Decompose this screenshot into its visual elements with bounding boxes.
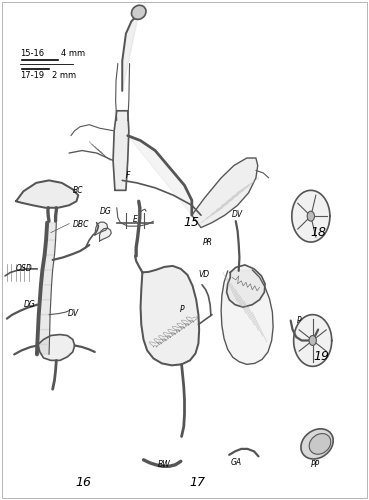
- Polygon shape: [122, 14, 139, 91]
- Text: P: P: [180, 305, 185, 314]
- Text: F: F: [126, 171, 130, 180]
- Polygon shape: [136, 202, 140, 256]
- Polygon shape: [45, 240, 56, 255]
- Polygon shape: [38, 314, 50, 330]
- Ellipse shape: [309, 434, 331, 454]
- Text: 17-19: 17-19: [20, 70, 44, 80]
- Text: 18: 18: [310, 226, 326, 239]
- Polygon shape: [37, 344, 49, 354]
- Text: DBC: DBC: [73, 220, 89, 228]
- Polygon shape: [100, 228, 111, 241]
- Text: DV: DV: [231, 210, 242, 218]
- Polygon shape: [113, 111, 129, 190]
- Text: E: E: [132, 214, 137, 224]
- Text: PR: PR: [203, 238, 213, 247]
- Ellipse shape: [301, 429, 333, 459]
- Polygon shape: [227, 265, 265, 307]
- Text: PP: PP: [311, 460, 320, 469]
- Polygon shape: [41, 270, 53, 285]
- Text: 16: 16: [76, 476, 92, 489]
- Polygon shape: [292, 190, 330, 242]
- Polygon shape: [16, 180, 78, 208]
- Text: 15: 15: [184, 216, 200, 229]
- Text: DG: DG: [100, 206, 112, 216]
- Polygon shape: [40, 285, 52, 300]
- Text: 19: 19: [314, 350, 330, 364]
- Polygon shape: [192, 158, 258, 228]
- Polygon shape: [221, 270, 273, 364]
- Circle shape: [307, 211, 314, 221]
- Polygon shape: [46, 222, 56, 240]
- Text: BW: BW: [158, 460, 171, 469]
- Text: DV: DV: [67, 309, 79, 318]
- Polygon shape: [128, 136, 192, 215]
- Polygon shape: [141, 266, 199, 366]
- Text: 4 mm: 4 mm: [61, 48, 85, 58]
- Text: BC: BC: [73, 186, 83, 195]
- Text: 17: 17: [189, 476, 205, 489]
- Polygon shape: [42, 255, 55, 270]
- Polygon shape: [37, 330, 50, 344]
- Polygon shape: [39, 300, 51, 314]
- Polygon shape: [95, 222, 108, 235]
- Text: P: P: [297, 316, 302, 325]
- Text: 15-16: 15-16: [20, 48, 44, 58]
- Polygon shape: [294, 314, 332, 366]
- Text: GA: GA: [230, 458, 241, 468]
- Text: OSD: OSD: [15, 264, 32, 274]
- Circle shape: [309, 336, 316, 345]
- Polygon shape: [38, 334, 75, 360]
- Text: VD: VD: [199, 270, 210, 280]
- Text: DG: DG: [23, 300, 35, 309]
- Text: 2 mm: 2 mm: [52, 70, 76, 80]
- Ellipse shape: [131, 6, 146, 20]
